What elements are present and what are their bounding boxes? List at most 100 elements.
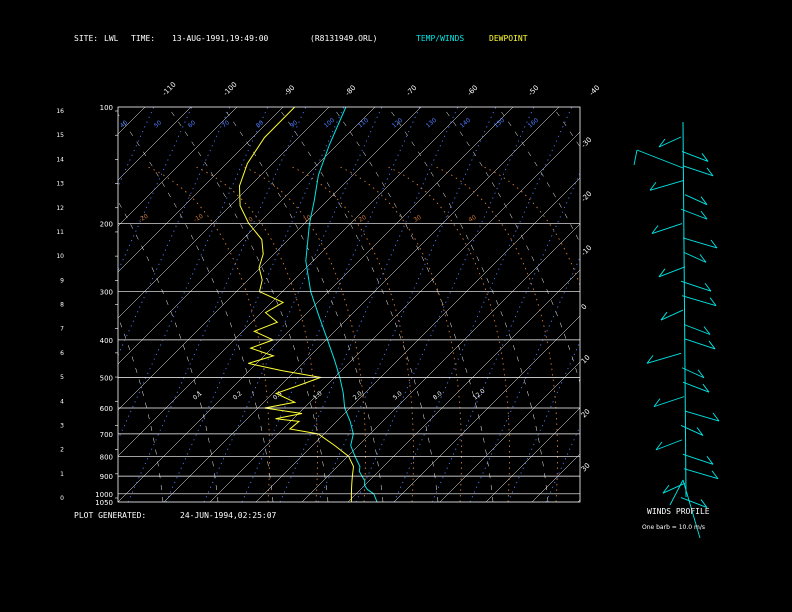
wind-barb-flag (706, 456, 714, 465)
height-tick-label: 10 (56, 253, 64, 260)
height-tick-label: 1 (60, 471, 64, 478)
wind-barb (660, 309, 684, 321)
mixing-ratio-mid-label: 0.1 (192, 390, 204, 402)
moist-adiabat-label: -20 (138, 213, 150, 224)
wind-barb (658, 136, 682, 148)
moist-adiabat-line (483, 166, 580, 287)
wind-barb-long-flag (633, 149, 638, 166)
wind-barb-flag (702, 383, 710, 393)
dry-adiabat-line (442, 107, 580, 384)
mixing-ratio-mid-label: 1.0 (312, 390, 324, 402)
generated-label: PLOT GENERATED: (74, 511, 146, 520)
wind-barb (681, 367, 705, 379)
wind-barb (662, 482, 686, 494)
wind-barb-flag (701, 153, 709, 162)
dry-adiabat-line (222, 107, 384, 502)
moist-adiabat-line (435, 166, 558, 502)
height-tick-label: 7 (60, 326, 64, 333)
wind-staff (682, 121, 687, 498)
site-label: SITE: (74, 34, 98, 43)
isotherm-line (393, 315, 580, 502)
isotherm-line (118, 107, 192, 181)
mixing-ratio-mid-label: 0.4 (272, 390, 284, 402)
file-name: (R8131949.ORL) (310, 34, 377, 43)
height-tick-label: 13 (56, 181, 64, 188)
wind-barb-flag (700, 196, 708, 205)
wind-barb-flag (699, 254, 707, 263)
wind-barb (680, 208, 708, 220)
mixing-ratio-label: 80 (255, 119, 265, 129)
right-temp-label: 30 (580, 461, 592, 473)
isotherm-line (301, 223, 580, 502)
height-tick-label: 12 (56, 205, 64, 212)
pressure-tick-label: 700 (100, 431, 113, 439)
wind-barb (681, 151, 709, 162)
wind-barb-flag (660, 311, 668, 321)
moist-adiabat-label: 20 (358, 214, 368, 224)
height-tick-label: 15 (56, 132, 64, 139)
site-value: LWL (104, 34, 119, 43)
mixing-ratio-label: 70 (221, 119, 231, 129)
isotherm-line (118, 107, 284, 273)
winds-profile (633, 121, 720, 539)
moist-adiabat-line (147, 166, 270, 502)
height-tick-label: 0 (60, 495, 64, 502)
wind-barb (680, 425, 704, 436)
pressure-tick-label: 1050 (95, 499, 113, 507)
wind-barb (680, 280, 712, 292)
mixing-ratio-label: 40 (119, 119, 129, 129)
pressure-tick-label: 1000 (95, 491, 113, 499)
isotherm-line (485, 407, 580, 502)
wind-barb-flag (704, 282, 712, 292)
axes: 1002003004005006007008009001000105001234… (56, 81, 601, 507)
height-tick-label: 8 (60, 302, 64, 309)
wind-barb (682, 237, 718, 249)
winds-profile-note: One barb = 10.0 m/s (642, 524, 705, 531)
wind-barb (683, 468, 719, 480)
wind-barb-flag (700, 499, 708, 508)
wind-barb (653, 396, 685, 408)
isotherm-line (439, 361, 580, 502)
height-tick-label: 16 (56, 108, 64, 115)
wind-barb (680, 497, 708, 508)
mixing-ratio-mid-label: 0.2 (232, 390, 244, 402)
legend-dew: DEWPOINT (489, 34, 528, 43)
isotherm-line (118, 107, 238, 227)
pressure-tick-label: 400 (100, 337, 113, 345)
wind-barb (651, 223, 683, 234)
wind-barb-flag (709, 297, 717, 306)
wind-barb-flag (653, 398, 661, 407)
wind-barb (649, 179, 685, 191)
legend-temp: TEMP/WINDS (416, 34, 464, 43)
mixing-ratio-mid-label: 2.0 (352, 390, 364, 402)
dry-adiabat-line (118, 200, 219, 502)
moist-adiabat-label: 0 (248, 216, 255, 224)
wind-barb-flag (700, 210, 708, 220)
height-tick-label: 3 (60, 422, 64, 429)
right-temp-label: 10 (580, 353, 592, 365)
pressure-tick-label: 900 (100, 473, 113, 481)
winds-profile-title: WINDS PROFILE (647, 507, 710, 516)
isotherm-line (118, 107, 330, 319)
dry-adiabat-line (118, 113, 274, 502)
height-tick-label: 14 (56, 156, 64, 163)
dry-adiabat-line (277, 107, 439, 502)
wind-barb (683, 324, 711, 335)
pressure-tick-label: 100 (100, 104, 113, 112)
wind-barb-flag (651, 225, 659, 234)
pressure-tick-label: 200 (100, 220, 113, 228)
dewpoint-line (238, 107, 355, 502)
wind-barb-flag (696, 427, 704, 436)
mixing-ratio-label: 90 (289, 119, 299, 129)
wind-barb (684, 338, 716, 350)
dry-adiabat-line (167, 107, 329, 502)
wind-barb-flag (662, 484, 670, 494)
dry-adiabat-line (332, 107, 494, 502)
moist-adiabat-label: 10 (303, 214, 313, 224)
isotherm-line (118, 107, 376, 365)
mixing-ratio-mid-label: 8.0 (432, 390, 444, 402)
mixing-ratio-label: 60 (187, 119, 197, 129)
time-value: 13-AUG-1991,19:49:00 (172, 34, 269, 43)
moist-adiabat-line (387, 166, 510, 502)
